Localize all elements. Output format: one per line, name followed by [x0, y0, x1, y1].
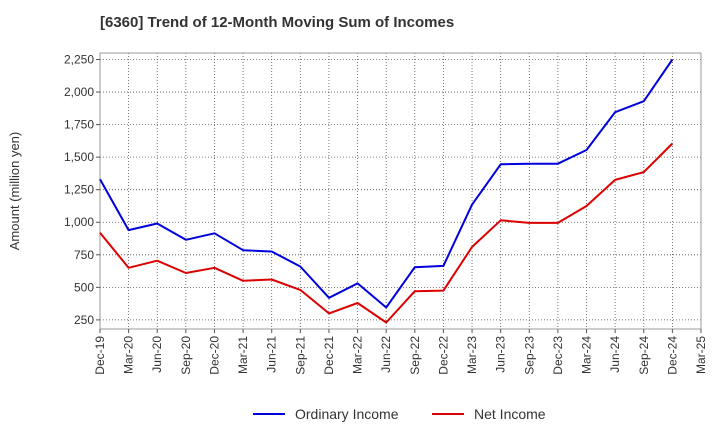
x-tick-label: Sep-20 [179, 336, 193, 375]
legend-label: Ordinary Income [295, 406, 399, 422]
x-tick-label: Dec-24 [665, 336, 679, 375]
x-tick-label: Jun-22 [379, 336, 393, 373]
y-tick-label: 1,500 [64, 150, 94, 164]
x-tick-label: Mar-22 [351, 336, 365, 374]
x-tick-label: Sep-21 [293, 336, 307, 375]
x-tick-label: Dec-21 [322, 336, 336, 375]
x-tick-label: Sep-23 [522, 336, 536, 375]
x-tick-label: Mar-20 [122, 336, 136, 374]
chart-title: [6360] Trend of 12-Month Moving Sum of I… [100, 14, 455, 31]
x-tick-label: Dec-22 [436, 336, 450, 375]
x-tick-label: Jun-24 [608, 336, 622, 373]
legend-label: Net Income [474, 406, 546, 422]
y-axis-ticks: 250 500 750 1,000 1,250 1,500 1,750 2,000 2,250 [64, 53, 100, 327]
x-tick-label: Dec-20 [207, 336, 221, 375]
x-tick-label: Mar-21 [236, 336, 250, 374]
y-tick-label: 750 [74, 248, 94, 262]
y-axis-title: Amount (million yen) [7, 132, 22, 251]
x-tick-label: Jun-23 [494, 336, 508, 373]
x-tick-label: Dec-19 [93, 336, 107, 375]
y-tick-label: 250 [74, 313, 94, 327]
x-tick-label: Sep-22 [408, 336, 422, 375]
x-tick-label: Mar-24 [580, 336, 594, 374]
y-tick-label: 2,000 [64, 85, 94, 99]
series-line-ordinary-income [99, 58, 674, 309]
x-tick-label: Jun-21 [265, 336, 279, 373]
x-tick-label: Dec-23 [551, 336, 565, 375]
series-line-net-income [99, 142, 674, 324]
y-tick-label: 2,250 [64, 53, 94, 67]
x-tick-label: Sep-24 [637, 336, 651, 375]
y-tick-label: 1,000 [64, 215, 94, 229]
y-tick-label: 1,250 [64, 183, 94, 197]
legend: Ordinary Income Net Income [253, 406, 546, 422]
x-tick-label: Mar-25 [694, 336, 708, 374]
series-lines [99, 58, 674, 324]
y-tick-label: 500 [74, 280, 94, 294]
x-tick-label: Mar-23 [465, 336, 479, 374]
x-tick-label: Jun-20 [150, 336, 164, 373]
plot-frame [99, 52, 702, 330]
x-axis-ticks: Dec-19 Mar-20 Jun-20 Sep-20 Dec-20 Mar-21 Jun-… [93, 329, 708, 375]
y-tick-label: 1,750 [64, 118, 94, 132]
